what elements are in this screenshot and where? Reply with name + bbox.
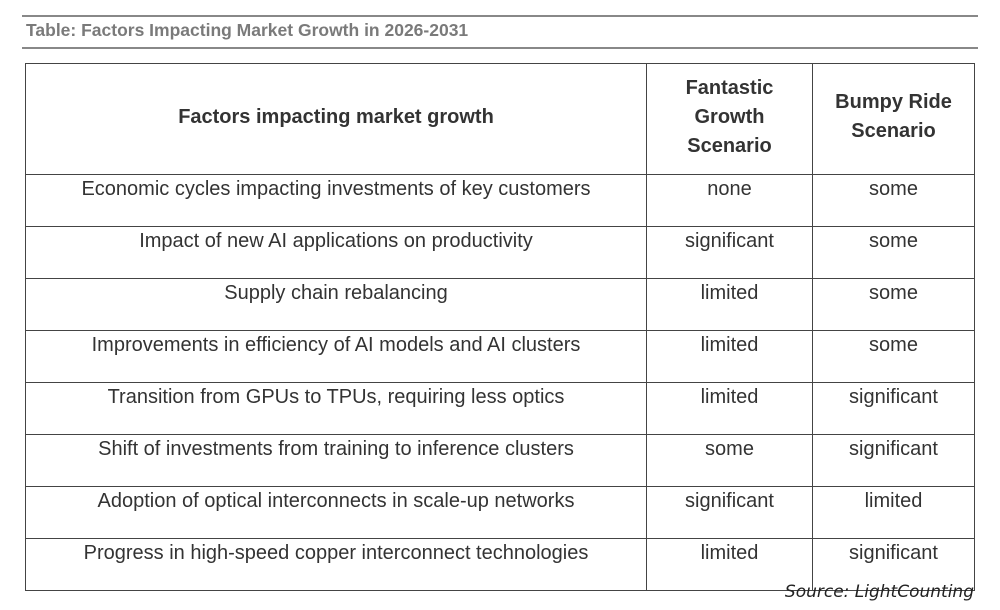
table-row: Improvements in efficiency of AI models … [25, 330, 975, 383]
bumpy-ride-cell: some [812, 330, 975, 383]
factor-cell: Adoption of optical interconnects in sca… [25, 486, 647, 539]
fantastic-growth-cell: significant [646, 226, 813, 279]
bumpy-ride-cell: significant [812, 538, 975, 591]
bumpy-ride-cell: some [812, 174, 975, 227]
table-title: Table: Factors Impacting Market Growth i… [26, 20, 469, 40]
table-row: Adoption of optical interconnects in sca… [25, 486, 975, 539]
bumpy-ride-cell: significant [812, 382, 975, 435]
factor-cell: Economic cycles impacting investments of… [25, 174, 647, 227]
source-note: Source: LightCounting [784, 582, 974, 602]
header-factors: Factors impacting market growth [25, 63, 647, 175]
table-row: Progress in high-speed copper interconne… [25, 538, 975, 591]
factor-cell: Shift of investments from training to in… [25, 434, 647, 487]
top-rule [22, 15, 978, 17]
fantastic-growth-cell: some [646, 434, 813, 487]
table-row: Transition from GPUs to TPUs, requiring … [25, 382, 975, 435]
bumpy-ride-cell: some [812, 278, 975, 331]
header-bumpy-ride: Bumpy Ride Scenario [812, 63, 975, 175]
bumpy-ride-cell: significant [812, 434, 975, 487]
table-row: Supply chain rebalancing limited some [25, 278, 975, 331]
factor-cell: Progress in high-speed copper interconne… [25, 538, 647, 591]
fantastic-growth-cell: limited [646, 538, 813, 591]
header-fantastic-growth: Fantastic Growth Scenario [646, 63, 813, 175]
header-fantastic-growth-label: Fantastic Growth Scenario [685, 76, 774, 157]
table-row: Shift of investments from training to in… [25, 434, 975, 487]
fantastic-growth-cell: limited [646, 330, 813, 383]
bumpy-ride-cell: limited [812, 486, 975, 539]
fantastic-growth-cell: limited [646, 278, 813, 331]
fantastic-growth-cell: limited [646, 382, 813, 435]
header-bumpy-ride-label: Bumpy Ride Scenario [835, 91, 952, 142]
factor-cell: Transition from GPUs to TPUs, requiring … [25, 382, 647, 435]
factor-cell: Impact of new AI applications on product… [25, 226, 647, 279]
factors-table: Factors impacting market growth Fantasti… [25, 63, 975, 591]
fantastic-growth-cell: none [646, 174, 813, 227]
factor-cell: Supply chain rebalancing [25, 278, 647, 331]
header-row: Factors impacting market growth Fantasti… [25, 63, 975, 175]
bumpy-ride-cell: some [812, 226, 975, 279]
fantastic-growth-cell: significant [646, 486, 813, 539]
table-row: Economic cycles impacting investments of… [25, 174, 975, 227]
title-rule [22, 47, 978, 49]
table-row: Impact of new AI applications on product… [25, 226, 975, 279]
factor-cell: Improvements in efficiency of AI models … [25, 330, 647, 383]
